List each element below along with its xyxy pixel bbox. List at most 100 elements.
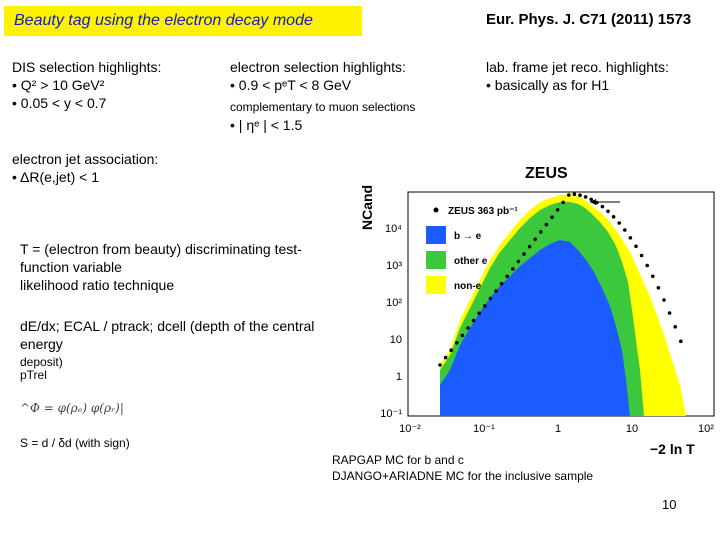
x-tick-label: 10⁻¹ xyxy=(473,423,495,435)
lab-item-1: • basically as for H1 xyxy=(486,77,610,93)
mc-note: RAPGAP MC for b and c DJANGO+ARIADNE MC … xyxy=(332,452,593,484)
data-point xyxy=(673,325,677,329)
legend-other-swatch xyxy=(426,251,446,269)
data-point xyxy=(539,230,543,234)
data-point xyxy=(511,267,515,271)
svg-text:^Φ = φ(ρₑ) φ(ρᵣ)|: ^Φ = φ(ρₑ) φ(ρᵣ)| xyxy=(20,401,124,415)
data-point xyxy=(617,221,621,225)
legend-b-swatch xyxy=(426,226,446,244)
y-tick-label: 10³ xyxy=(386,260,402,272)
data-point xyxy=(438,363,442,367)
data-point xyxy=(516,259,521,264)
mc-note-line-2: DJANGO+ARIADNE MC for the inclusive samp… xyxy=(332,469,594,483)
discriminant-line-1: T = (electron from beauty) discriminatin… xyxy=(20,241,302,257)
data-point xyxy=(623,228,627,232)
y-tick-label: 10 xyxy=(390,334,402,346)
y-tick-label: 1 xyxy=(396,371,402,383)
data-point xyxy=(471,318,476,323)
zeus-plot-svg: ZEUS NCand −2 ln T ZEUS 363 pb⁻¹ b → e o… xyxy=(359,165,715,457)
x-tick-label: 10² xyxy=(698,423,714,435)
discriminant-line-2: function variable xyxy=(20,259,122,275)
legend-other-label: other e xyxy=(454,256,488,267)
dis-item-2: • 0.05 < y < 0.7 xyxy=(12,95,107,111)
b-to-e-area xyxy=(440,240,630,416)
data-point xyxy=(667,311,672,315)
dis-item-1: • Q² > 10 GeV² xyxy=(12,77,105,93)
electron-item-2: • | ηᵉ | < 1.5 xyxy=(230,117,303,133)
data-point xyxy=(645,263,649,268)
data-point xyxy=(628,236,633,240)
data-point xyxy=(455,341,459,345)
data-point xyxy=(544,222,549,227)
lab-heading: lab. frame jet reco. highlights: xyxy=(486,59,669,75)
zeus-plot: ZEUS NCand −2 ln T ZEUS 363 pb⁻¹ b → e o… xyxy=(350,150,720,460)
y-ticks: 10⁴ 10³ 10² 10 1 10⁻¹ xyxy=(380,223,402,420)
data-points xyxy=(438,192,683,367)
data-point xyxy=(477,311,481,316)
jet-item-1: • ΔR(e,jet) < 1 xyxy=(12,169,100,185)
x-ticks: 10⁻² 10⁻¹ 1 10 10² xyxy=(399,423,714,435)
data-point xyxy=(499,281,504,286)
ptrel-label: pTrel xyxy=(20,368,47,382)
title-banner xyxy=(4,6,362,36)
jet-heading: electron jet association: xyxy=(12,151,159,167)
data-point xyxy=(589,197,593,202)
y-tick-label: 10⁴ xyxy=(385,223,402,235)
electron-selection-block: electron selection highlights: • 0.9 < p… xyxy=(230,58,415,134)
y-axis-label: NCand xyxy=(359,185,375,230)
variables-line-2: deposit) xyxy=(20,355,63,369)
electron-item-1: • 0.9 < pᵉT < 8 GeV xyxy=(230,77,352,93)
legend: ZEUS 363 pb⁻¹ b → e other e non-e xyxy=(426,206,518,294)
formula-image: ^Φ = φ(ρₑ) φ(ρᵣ)| xyxy=(20,400,160,416)
variables-line-1: dE/dx; ECAL / ptrack; dcell (depth of th… xyxy=(20,318,315,352)
legend-b-label: b → e xyxy=(454,231,482,242)
data-point xyxy=(483,304,487,308)
electron-note: complementary to muon selections xyxy=(230,100,416,114)
data-point xyxy=(567,193,571,197)
data-point xyxy=(460,333,465,338)
y-tick-label: 10² xyxy=(386,297,402,309)
discriminant-block: T = (electron from beauty) discriminatin… xyxy=(20,240,360,294)
x-tick-label: 10⁻² xyxy=(399,423,421,435)
x-tick-label: 1 xyxy=(555,423,561,435)
data-point xyxy=(466,326,470,330)
dis-heading: DIS selection highlights: xyxy=(12,59,162,75)
data-point xyxy=(606,209,610,214)
discriminant-line-3: likelihood ratio technique xyxy=(20,277,175,293)
data-point xyxy=(443,355,448,360)
y-tick-label: 10⁻¹ xyxy=(380,408,402,420)
data-point xyxy=(533,237,537,242)
data-point xyxy=(505,274,509,279)
lab-frame-block: lab. frame jet reco. highlights: • basic… xyxy=(486,58,669,94)
data-point xyxy=(634,244,638,249)
legend-data-label: ZEUS 363 pb⁻¹ xyxy=(448,206,518,217)
experiment-label: ZEUS xyxy=(525,165,568,182)
data-point xyxy=(639,253,644,258)
data-point xyxy=(561,200,565,205)
data-point xyxy=(656,286,661,290)
dis-block: DIS selection highlights: • Q² > 10 GeV²… xyxy=(12,58,161,112)
data-point xyxy=(572,192,577,196)
data-point xyxy=(494,289,498,293)
data-point xyxy=(522,252,526,256)
data-point xyxy=(651,274,655,279)
data-point xyxy=(527,244,532,249)
page-number: 10 xyxy=(662,497,677,512)
x-axis-label: −2 ln T xyxy=(650,441,695,457)
slide-title: Beauty tag using the electron decay mode xyxy=(14,12,313,29)
data-point xyxy=(583,195,588,199)
variables-block: dE/dx; ECAL / ptrack; dcell (depth of th… xyxy=(20,317,360,371)
data-point xyxy=(488,296,493,301)
data-point xyxy=(600,204,605,209)
data-point xyxy=(595,200,599,205)
legend-non-swatch xyxy=(426,276,446,294)
significance-label: S = d / δd (with sign) xyxy=(20,436,130,450)
data-point xyxy=(449,348,453,352)
jet-assoc-block: electron jet association: • ΔR(e,jet) < … xyxy=(12,150,158,186)
electron-heading: electron selection highlights: xyxy=(230,59,406,75)
data-point xyxy=(662,298,666,302)
data-point xyxy=(679,339,683,344)
mc-note-line-1: RAPGAP MC for b and c xyxy=(332,453,464,467)
legend-data-marker xyxy=(433,207,439,213)
data-point xyxy=(550,215,554,219)
